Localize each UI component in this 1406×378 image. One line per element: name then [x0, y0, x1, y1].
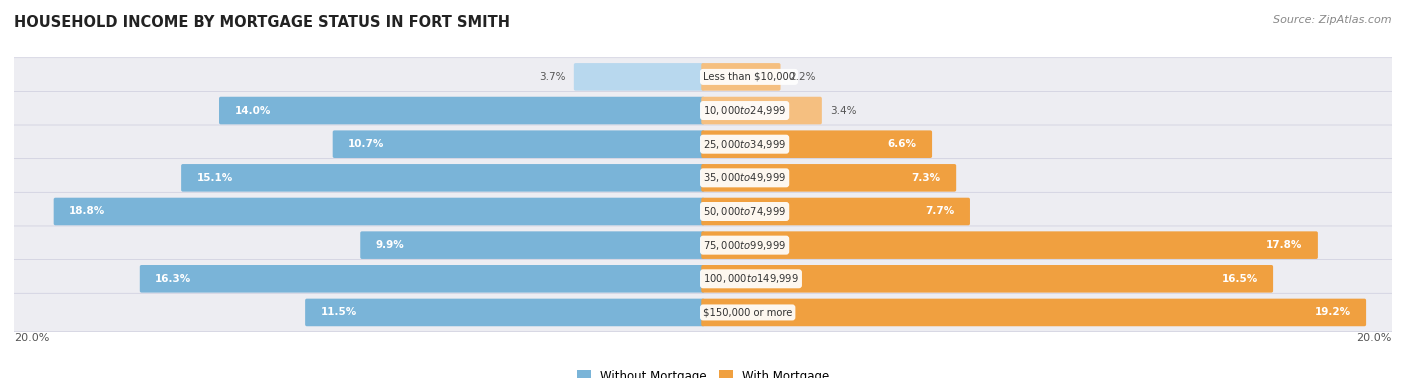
Text: $100,000 to $149,999: $100,000 to $149,999: [703, 272, 799, 285]
Text: HOUSEHOLD INCOME BY MORTGAGE STATUS IN FORT SMITH: HOUSEHOLD INCOME BY MORTGAGE STATUS IN F…: [14, 15, 510, 30]
FancyBboxPatch shape: [8, 226, 1398, 264]
Text: 3.7%: 3.7%: [538, 72, 565, 82]
Text: 14.0%: 14.0%: [235, 105, 271, 116]
Text: 16.5%: 16.5%: [1222, 274, 1257, 284]
Text: Source: ZipAtlas.com: Source: ZipAtlas.com: [1274, 15, 1392, 25]
Text: Less than $10,000: Less than $10,000: [703, 72, 794, 82]
FancyBboxPatch shape: [8, 159, 1398, 197]
Text: 3.4%: 3.4%: [831, 105, 856, 116]
Text: $50,000 to $74,999: $50,000 to $74,999: [703, 205, 786, 218]
Text: 16.3%: 16.3%: [155, 274, 191, 284]
Text: 15.1%: 15.1%: [197, 173, 233, 183]
FancyBboxPatch shape: [702, 97, 823, 124]
Text: 17.8%: 17.8%: [1265, 240, 1302, 250]
FancyBboxPatch shape: [8, 260, 1398, 298]
Text: $35,000 to $49,999: $35,000 to $49,999: [703, 171, 786, 184]
Legend: Without Mortgage, With Mortgage: Without Mortgage, With Mortgage: [572, 365, 834, 378]
Text: 7.3%: 7.3%: [911, 173, 941, 183]
Text: 19.2%: 19.2%: [1315, 307, 1351, 318]
Text: 20.0%: 20.0%: [14, 333, 49, 343]
Text: $75,000 to $99,999: $75,000 to $99,999: [703, 239, 786, 252]
FancyBboxPatch shape: [574, 63, 704, 91]
FancyBboxPatch shape: [702, 231, 1317, 259]
FancyBboxPatch shape: [702, 63, 780, 91]
Text: 18.8%: 18.8%: [69, 206, 105, 217]
FancyBboxPatch shape: [181, 164, 704, 192]
FancyBboxPatch shape: [702, 299, 1367, 326]
FancyBboxPatch shape: [139, 265, 704, 293]
Text: 7.7%: 7.7%: [925, 206, 955, 217]
FancyBboxPatch shape: [702, 265, 1272, 293]
FancyBboxPatch shape: [360, 231, 704, 259]
FancyBboxPatch shape: [8, 125, 1398, 163]
FancyBboxPatch shape: [8, 293, 1398, 332]
FancyBboxPatch shape: [702, 198, 970, 225]
Text: 6.6%: 6.6%: [887, 139, 917, 149]
Text: 10.7%: 10.7%: [349, 139, 385, 149]
Text: $150,000 or more: $150,000 or more: [703, 307, 793, 318]
FancyBboxPatch shape: [305, 299, 704, 326]
Text: 11.5%: 11.5%: [321, 307, 357, 318]
FancyBboxPatch shape: [702, 164, 956, 192]
Text: $10,000 to $24,999: $10,000 to $24,999: [703, 104, 786, 117]
FancyBboxPatch shape: [53, 198, 704, 225]
Text: 2.2%: 2.2%: [789, 72, 815, 82]
FancyBboxPatch shape: [702, 130, 932, 158]
FancyBboxPatch shape: [8, 91, 1398, 130]
Text: $25,000 to $34,999: $25,000 to $34,999: [703, 138, 786, 151]
Text: 9.9%: 9.9%: [375, 240, 405, 250]
Text: 20.0%: 20.0%: [1357, 333, 1392, 343]
FancyBboxPatch shape: [8, 58, 1398, 96]
FancyBboxPatch shape: [333, 130, 704, 158]
FancyBboxPatch shape: [219, 97, 704, 124]
FancyBboxPatch shape: [8, 192, 1398, 231]
